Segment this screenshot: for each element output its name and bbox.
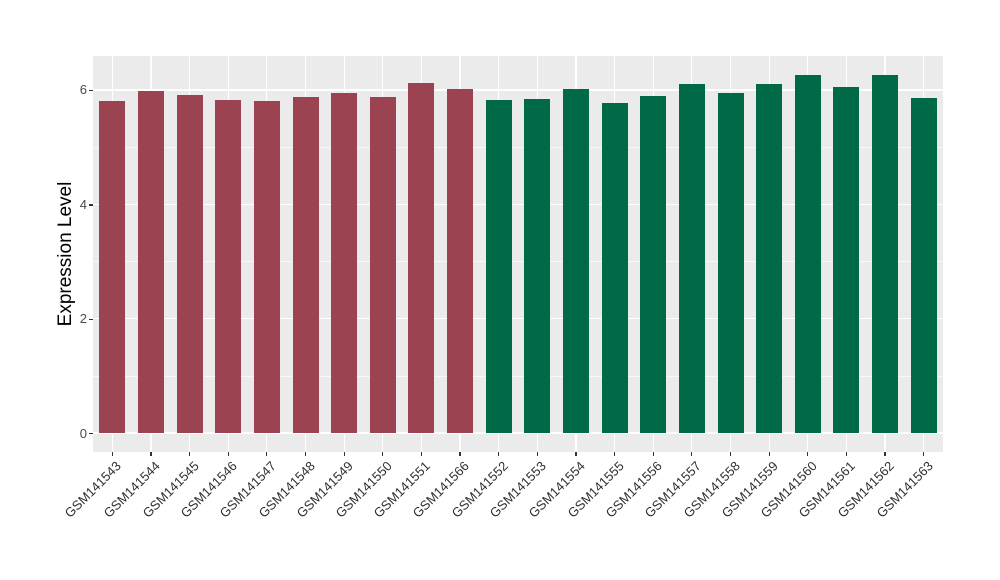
bar bbox=[833, 86, 860, 433]
bar bbox=[215, 100, 242, 433]
gridline-major-horizontal bbox=[93, 317, 943, 320]
x-tick bbox=[652, 452, 654, 456]
gridline-minor-horizontal bbox=[93, 261, 943, 263]
y-tick bbox=[89, 433, 93, 435]
x-tick bbox=[575, 452, 577, 456]
x-tick bbox=[613, 452, 616, 456]
bar bbox=[910, 97, 937, 433]
plot-panel bbox=[93, 56, 943, 452]
bar bbox=[717, 92, 744, 433]
gridline-major-horizontal bbox=[93, 432, 943, 434]
bar bbox=[756, 84, 783, 433]
bar bbox=[485, 99, 512, 433]
x-tick bbox=[227, 452, 229, 456]
x-tick bbox=[304, 452, 307, 456]
gridline-major-horizontal bbox=[93, 203, 943, 205]
gridline-minor-horizontal bbox=[93, 375, 943, 377]
x-tick bbox=[768, 452, 770, 456]
x-tick bbox=[343, 452, 345, 456]
bar bbox=[137, 90, 164, 433]
y-tick bbox=[89, 89, 93, 92]
bar bbox=[176, 94, 203, 433]
bar bbox=[99, 100, 126, 433]
y-tick-label: 4 bbox=[79, 196, 87, 212]
x-tick bbox=[111, 452, 113, 456]
bar bbox=[447, 89, 474, 433]
x-tick bbox=[807, 452, 809, 456]
x-tick bbox=[536, 452, 538, 456]
x-tick bbox=[729, 452, 732, 456]
x-tick bbox=[691, 452, 693, 456]
x-tick bbox=[150, 452, 152, 456]
y-tick bbox=[89, 204, 93, 206]
bar bbox=[331, 92, 358, 433]
y-tick-label: 0 bbox=[79, 425, 87, 441]
x-tick bbox=[266, 452, 268, 456]
bar bbox=[601, 102, 628, 433]
bar bbox=[524, 98, 551, 433]
x-tick bbox=[459, 452, 461, 456]
y-tick bbox=[89, 318, 93, 320]
y-tick-label: 6 bbox=[79, 82, 87, 98]
bar bbox=[562, 88, 589, 433]
bar bbox=[872, 75, 899, 433]
bar bbox=[678, 83, 705, 433]
x-tick bbox=[884, 452, 886, 456]
bar bbox=[408, 83, 435, 433]
bar bbox=[794, 74, 821, 433]
x-tick bbox=[498, 452, 500, 456]
x-tick bbox=[420, 452, 422, 456]
bar bbox=[292, 96, 319, 433]
bar bbox=[253, 101, 280, 433]
x-tick bbox=[923, 452, 925, 456]
y-tick-label: 2 bbox=[79, 311, 87, 327]
x-tick bbox=[382, 452, 384, 456]
bar bbox=[369, 97, 396, 433]
x-tick bbox=[188, 452, 191, 456]
gridline-major-horizontal bbox=[93, 89, 943, 91]
gridline-minor-horizontal bbox=[93, 147, 943, 149]
bar bbox=[640, 96, 667, 433]
x-tick bbox=[845, 452, 847, 456]
